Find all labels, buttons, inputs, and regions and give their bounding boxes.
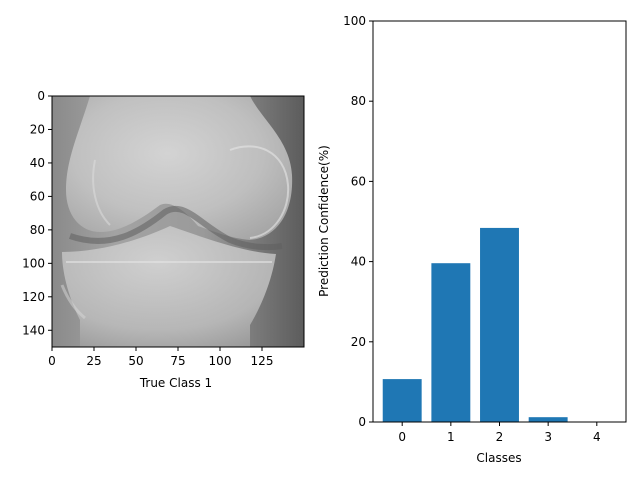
bar-xtick-label: 0 — [398, 430, 406, 444]
xray-ytick-label: 80 — [30, 223, 45, 237]
xray-xtick-label: 25 — [86, 354, 101, 368]
xray-ytick-label: 60 — [30, 189, 45, 203]
bar-ytick-label: 40 — [351, 255, 366, 269]
bar-ytick-label: 60 — [351, 174, 366, 188]
xray-xtick-label: 100 — [209, 354, 232, 368]
xray-xlabel: True Class 1 — [139, 376, 212, 390]
knee-xray-image — [52, 96, 304, 347]
xray-ytick-label: 140 — [22, 323, 45, 337]
bar-class-0 — [382, 379, 422, 422]
bar-xlabel: Classes — [476, 451, 521, 465]
xray-ytick-label: 20 — [30, 122, 45, 136]
bar-xtick-label: 3 — [544, 430, 552, 444]
bar-xtick-label: 2 — [496, 430, 504, 444]
bar-ytick-label: 20 — [351, 335, 366, 349]
xray-panel: 0 25 50 75 100 125 0 20 40 60 80 100 120 140 True Cl… — [22, 89, 305, 390]
bar-class-2 — [480, 227, 519, 422]
xray-xtick-label: 50 — [128, 354, 143, 368]
xray-ytick-label: 120 — [22, 290, 45, 304]
xray-ytick-label: 0 — [37, 89, 45, 103]
xray-ytick-label: 100 — [22, 256, 45, 270]
xray-ytick-label: 40 — [30, 156, 45, 170]
bar-class-1 — [431, 263, 471, 422]
bar-chart-panel: 0 1 2 3 4 0 20 40 60 80 100 Classes Prediction Co… — [317, 14, 627, 465]
bar-ytick-label: 80 — [351, 94, 366, 108]
xray-xtick-label: 75 — [170, 354, 185, 368]
bar-ylabel: Prediction Confidence(%) — [317, 145, 331, 297]
xray-xtick-label: 125 — [251, 354, 274, 368]
bar-class-3 — [528, 417, 568, 422]
bar-xtick-label: 4 — [593, 430, 601, 444]
xray-xtick-label: 0 — [48, 354, 56, 368]
bar-ytick-label: 100 — [343, 14, 366, 28]
bar-xtick-label: 1 — [447, 430, 455, 444]
bar-ytick-label: 0 — [358, 415, 366, 429]
